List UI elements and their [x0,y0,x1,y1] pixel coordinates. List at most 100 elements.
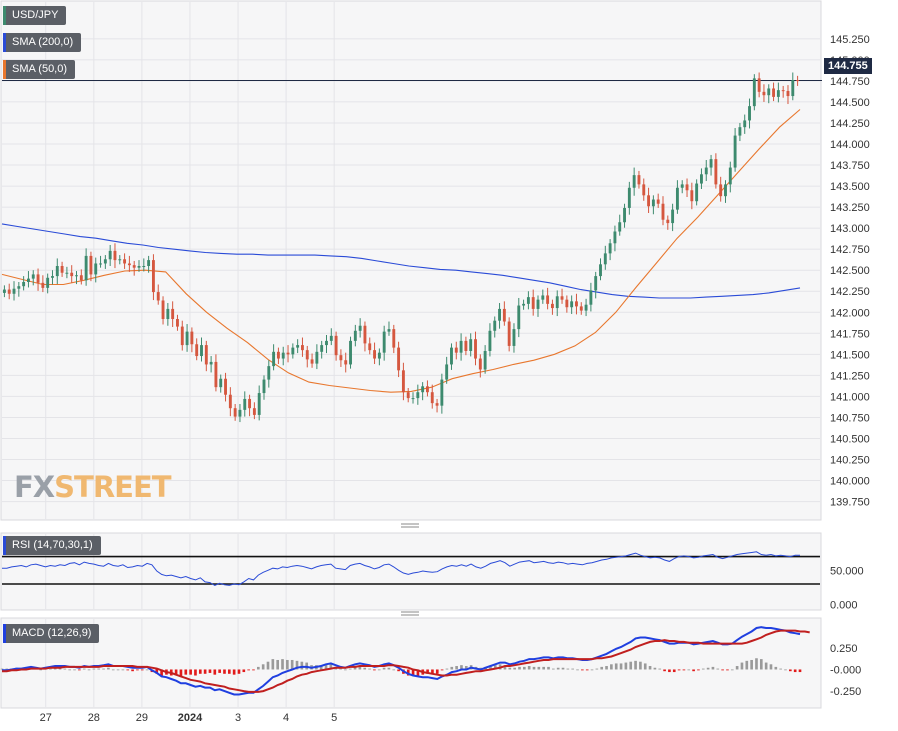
macd-line [2,626,801,696]
x-tick-label: 29 [136,712,148,724]
legend-rsi[interactable]: RSI (14,70,30,1) [3,536,101,555]
candle-body [704,167,708,175]
macd-y-tick: 0.250 [830,643,858,655]
macd-splitter-grip[interactable] [401,611,419,616]
legend-rsi-label: RSI (14,70,30,1) [12,539,93,551]
candle-body [79,275,83,281]
candle-body [781,90,785,92]
macd-histogram-bar [286,659,289,670]
candle-body [89,255,93,275]
macd-histogram-bar [184,669,188,675]
macd-histogram-bar [281,659,284,670]
candle-body [498,308,501,321]
candle-body [690,190,694,202]
macd-histogram-bar [769,664,773,670]
candle-body [483,350,487,370]
candle-body [675,187,679,210]
legend-macd[interactable]: MACD (12,26,9) [3,624,100,643]
macd-histogram-bar [706,667,710,670]
macd-histogram-bar [0,668,4,670]
macd-histogram-bar [242,669,246,673]
legend-sma50[interactable]: SMA (50,0) [3,60,76,79]
macd-histogram-bar [68,669,72,671]
macd-histogram-bar [513,667,516,670]
macd-histogram-bar [576,669,579,671]
macd-histogram-bar [411,669,415,676]
candle-body [233,408,237,417]
candle-body [608,243,612,254]
macd-y-tick: -0.250 [830,686,861,698]
candle-body [276,351,280,359]
candle-body [570,301,574,308]
macd-histogram-bar [126,669,130,671]
candle-body [555,296,559,309]
candle-body [17,286,21,289]
candle-body [661,203,665,220]
macd-histogram-bar [445,668,449,670]
candle-body [272,351,276,367]
candle-body [171,308,175,320]
price-y-tick: 144.250 [830,118,870,130]
candle-body [719,184,723,197]
macd-histogram-bar [426,669,429,674]
macd-histogram-bar [373,669,376,671]
candle-body [161,300,165,320]
candle-body [262,379,266,394]
macd-histogram-bar [78,669,81,671]
macd-histogram-bar [431,669,434,674]
candle-body [108,250,112,260]
candle-body [454,347,458,353]
macd-histogram-bar [600,666,604,670]
candle-body [714,159,718,185]
price-y-tick: 140.000 [830,476,870,488]
price-y-tick: 144.500 [830,97,870,109]
candle-body [425,386,429,393]
macd-histogram-bar [653,667,657,670]
price-y-tick: 144.750 [830,76,870,88]
candle-body [416,392,420,399]
candle-body [401,370,405,393]
macd-histogram-bar [416,669,420,676]
macd-histogram-bar [793,669,797,673]
candle-body [474,339,477,359]
price-y-tick: 140.500 [830,433,870,445]
candle-body [142,266,146,267]
macd-histogram-bar [397,669,400,672]
x-tick-label: 5 [331,712,337,724]
macd-histogram-bar [759,659,763,670]
macd-histogram-bar [295,660,299,670]
macd-histogram-bar [136,669,139,671]
macd-histogram-bar [672,669,676,673]
macd-histogram-bar [324,664,328,670]
legend-symbol[interactable]: USD/JPY [3,6,67,25]
candle-body [243,398,247,410]
candle-body [709,159,713,168]
price-y-tick: 145.250 [830,34,870,46]
macd-histogram-bar [624,662,628,670]
candle-body [478,358,482,370]
macd-histogram-bar [745,660,749,670]
candle-body [36,274,40,283]
legend-sma200[interactable]: SMA (200,0) [3,33,82,52]
rsi-splitter-grip[interactable] [401,523,419,528]
candle-body [512,329,516,346]
macd-histogram-bar [552,668,555,670]
x-tick-label: 4 [283,712,289,724]
candle-body [166,308,170,320]
macd-histogram-bar [605,666,608,670]
macd-histogram-bar [464,666,468,670]
macd-histogram-bar [648,666,652,670]
candle-body [536,299,540,309]
macd-histogram-bar [194,669,197,676]
price-y-tick: 139.750 [830,497,870,509]
macd-histogram-bar [203,669,207,674]
macd-histogram-bar [252,669,255,671]
x-tick-label: 2024 [178,712,203,724]
legend-sma50-swatch [3,60,6,79]
candle-body [618,222,622,232]
candle-body [353,330,357,341]
macd-histogram-bar [547,666,550,670]
candle-body [637,175,641,185]
candle-body [526,297,530,304]
macd-histogram-bar [721,669,724,671]
